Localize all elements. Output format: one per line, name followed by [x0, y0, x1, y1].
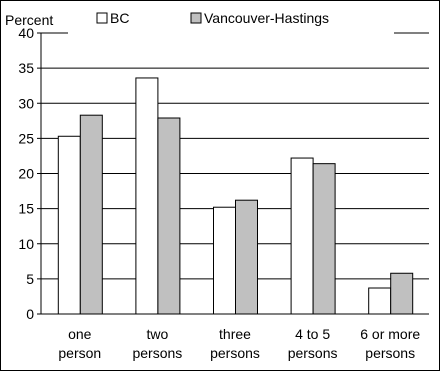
- bar: [135, 77, 159, 315]
- bar: [390, 272, 414, 315]
- bar: [290, 157, 314, 315]
- x-tick-label: three: [219, 326, 251, 342]
- x-tick-label: two: [147, 326, 169, 342]
- bar: [79, 114, 103, 315]
- axes: 0 5 10 15 20 25 30 35 40 one person two persons three…: [18, 25, 429, 361]
- legend-swatch: [96, 12, 108, 24]
- bar: [57, 135, 81, 315]
- legend: BC Vancouver-Hastings: [96, 10, 329, 26]
- y-tick-label: 30: [18, 95, 34, 111]
- legend-label: BC: [110, 10, 129, 26]
- x-tick-label: 4 to 5: [295, 326, 330, 342]
- y-tick-label: 5: [26, 271, 34, 287]
- x-tick-label: 6 or more: [360, 326, 420, 342]
- x-tick-label: persons: [132, 345, 182, 361]
- x-tick-label: persons: [365, 345, 415, 361]
- bar: [312, 163, 336, 315]
- x-tick-label: person: [58, 345, 101, 361]
- y-tick-label: 20: [18, 166, 34, 182]
- legend-swatch: [190, 12, 202, 24]
- x-tick-label: persons: [210, 345, 260, 361]
- bar: [368, 287, 392, 315]
- y-tick-label: 40: [18, 25, 34, 41]
- x-tick-label: one: [68, 326, 92, 342]
- bar: [235, 199, 258, 315]
- y-tick-label: 15: [18, 201, 34, 217]
- y-tick-label: 0: [26, 306, 34, 322]
- y-tick-label: 25: [18, 130, 34, 146]
- y-tick-label: 35: [18, 60, 34, 76]
- y-tick-label: 10: [18, 236, 34, 252]
- x-tick-label: persons: [288, 345, 338, 361]
- bar: [213, 206, 236, 315]
- legend-label: Vancouver-Hastings: [204, 10, 329, 26]
- bar: [157, 117, 181, 315]
- bars: [57, 77, 414, 315]
- y-axis-title: Percent: [5, 12, 53, 28]
